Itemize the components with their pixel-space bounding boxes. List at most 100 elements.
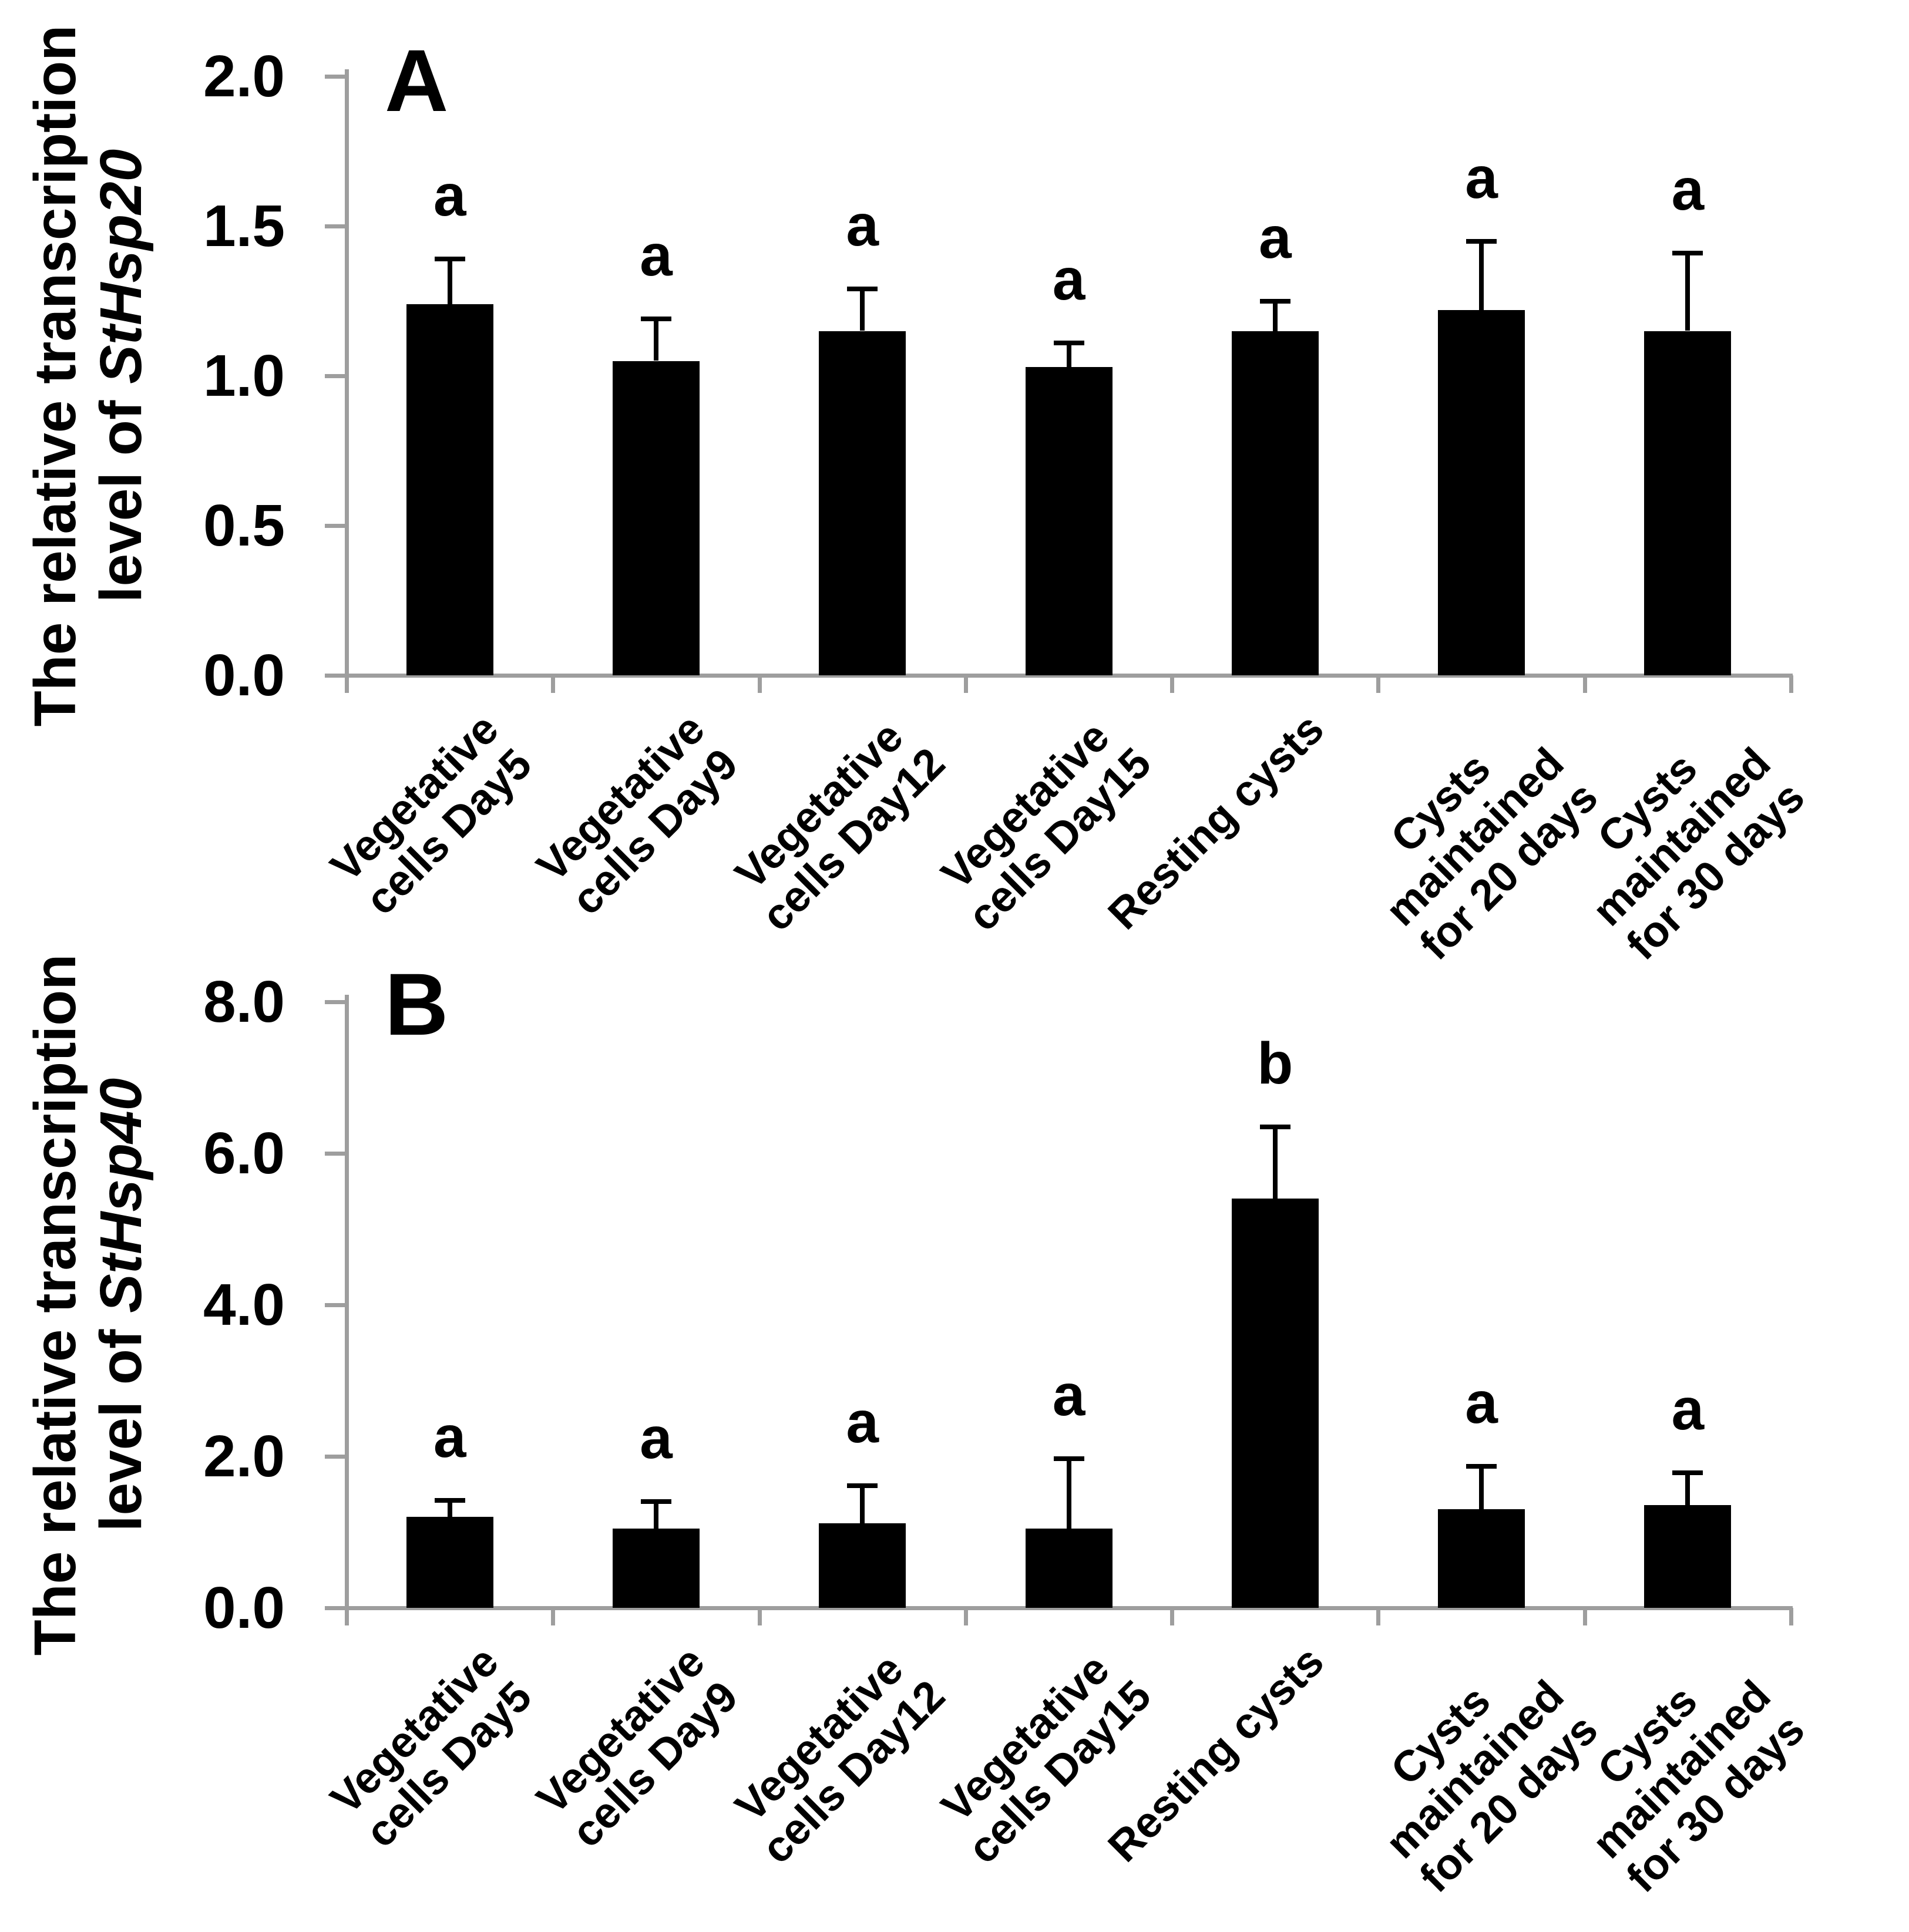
significance-letter: a (1671, 1376, 1705, 1443)
error-bar-cap (1259, 298, 1290, 304)
y-tick-label: 1.0 (203, 343, 285, 409)
error-bar-whisker (1685, 1473, 1690, 1505)
y-axis-line (345, 69, 349, 692)
y-tick (325, 524, 345, 528)
error-bar-cap (434, 1497, 465, 1503)
y-tick (325, 1000, 345, 1004)
y-tick-label: 6.0 (203, 1120, 285, 1186)
x-tick (345, 1608, 349, 1625)
significance-letter: a (433, 1403, 466, 1470)
error-bar-cap (1672, 1470, 1703, 1476)
error-bar-cap (1672, 250, 1703, 255)
x-tick (1376, 675, 1381, 693)
error-bar-whisker (1066, 342, 1071, 367)
error-bar-cap (847, 287, 878, 292)
bar (612, 1528, 700, 1608)
category-label: Vegetative cells Day9 (527, 1637, 748, 1857)
bar (612, 361, 700, 675)
y-tick (325, 374, 345, 378)
x-tick (1789, 1608, 1793, 1625)
y-tick-label: 0.0 (203, 1575, 285, 1641)
x-tick (1789, 675, 1793, 693)
x-tick (551, 675, 556, 693)
error-bar-whisker (860, 289, 865, 331)
bar (1644, 1504, 1732, 1608)
error-bar-whisker (1272, 301, 1278, 331)
y-tick (325, 1606, 345, 1610)
y-tick-label: 2.0 (203, 43, 285, 109)
error-bar-whisker (447, 259, 452, 304)
error-bar-whisker (1479, 241, 1484, 310)
y-tick (325, 75, 345, 79)
x-tick (963, 675, 968, 693)
bar (406, 1517, 493, 1608)
y-tick-label: 0.0 (203, 642, 285, 708)
bar (1438, 309, 1525, 675)
bar (406, 304, 493, 675)
significance-letter: a (640, 223, 673, 289)
panel-letter-a: A (385, 31, 449, 130)
error-bar-whisker (653, 319, 658, 361)
significance-letter: a (640, 1405, 673, 1472)
significance-letter: a (1671, 156, 1705, 223)
error-bar-whisker (860, 1486, 865, 1523)
significance-letter: a (846, 193, 879, 259)
error-bar-whisker (1479, 1466, 1484, 1510)
bar (1025, 366, 1113, 675)
error-bar-cap (640, 317, 671, 322)
error-bar-whisker (447, 1500, 452, 1517)
y-tick-label: 1.5 (203, 193, 285, 259)
error-bar-cap (1053, 1456, 1084, 1461)
significance-letter: a (1465, 1369, 1498, 1436)
bar (1644, 331, 1732, 675)
category-label: Vegetative cells Day12 (718, 1637, 954, 1873)
y-tick (325, 1303, 345, 1307)
error-bar-cap (434, 257, 465, 262)
category-label: Resting cysts (1098, 1637, 1333, 1872)
x-tick (551, 1608, 556, 1625)
y-axis-line (345, 995, 349, 1624)
category-label: Cysts maintained for 20 days (1343, 1637, 1607, 1901)
error-bar-whisker (653, 1502, 658, 1529)
x-axis-line (345, 1606, 1793, 1610)
error-bar-cap (1466, 1463, 1497, 1469)
y-tick (325, 674, 345, 678)
x-tick (1170, 1608, 1175, 1625)
y-tick (325, 1152, 345, 1156)
bar (1025, 1528, 1113, 1608)
y-tick-label: 0.5 (203, 493, 285, 558)
bar (1231, 331, 1319, 675)
y-tick-label: 2.0 (203, 1423, 285, 1489)
x-tick (1170, 675, 1175, 693)
bar (1438, 1509, 1525, 1608)
error-bar-whisker (1272, 1126, 1278, 1199)
y-tick-label: 8.0 (203, 969, 285, 1035)
significance-letter: a (433, 163, 466, 229)
x-tick (963, 1608, 968, 1625)
x-axis-line (345, 674, 1793, 678)
significance-letter: a (1465, 144, 1498, 211)
significance-letter: a (1052, 1362, 1085, 1428)
error-bar-whisker (1685, 253, 1690, 331)
y-tick-label: 4.0 (203, 1272, 285, 1338)
error-bar-cap (1053, 340, 1084, 345)
x-tick (1376, 1608, 1381, 1625)
category-label-line: Resting cysts (1098, 1637, 1333, 1872)
significance-letter: a (846, 1389, 879, 1456)
category-label: Vegetative cells Day5 (321, 1637, 542, 1857)
category-label: Cysts maintained for 30 days (1549, 1637, 1813, 1901)
error-bar-cap (1466, 238, 1497, 244)
significance-letter: a (1052, 246, 1085, 312)
y-tick (325, 224, 345, 228)
y-tick (325, 1455, 345, 1459)
significance-letter: a (1258, 204, 1292, 271)
error-bar-whisker (1066, 1458, 1071, 1529)
significance-letter: b (1257, 1030, 1293, 1096)
error-bar-cap (847, 1483, 878, 1489)
x-tick (1582, 1608, 1587, 1625)
bar (1231, 1199, 1319, 1608)
error-bar-cap (640, 1499, 671, 1504)
